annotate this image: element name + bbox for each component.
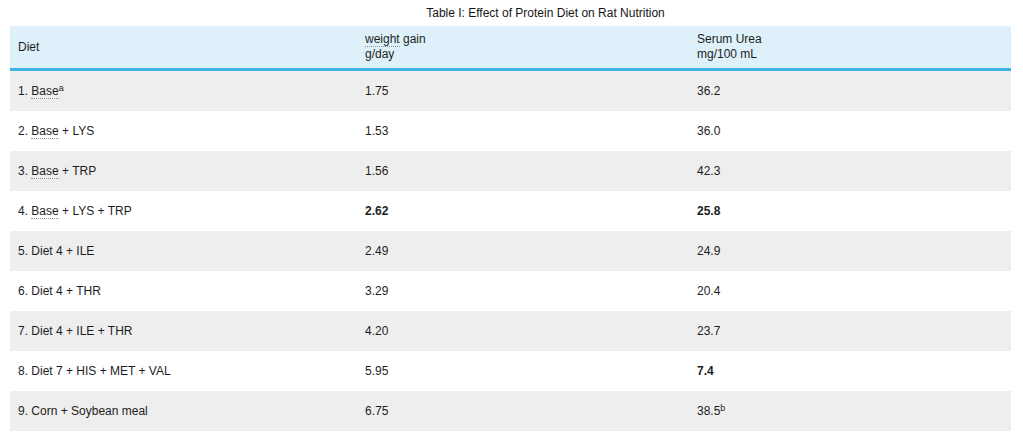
diet-base-word: Base bbox=[31, 84, 58, 99]
table-row-8: 8. Diet 7 + HIS + MET + VAL 5.95 7.4 bbox=[10, 351, 1011, 391]
serum-urea-cell: 36.2 bbox=[689, 84, 1011, 98]
diet-cell: 4. Base + LYS + TRP bbox=[10, 204, 357, 218]
table-row-2: 2. Base + LYS 1.53 36.0 bbox=[10, 111, 1011, 151]
table-row-4: 4. Base + LYS + TRP 2.62 25.8 bbox=[10, 191, 1011, 231]
table-row-9: 9. Corn + Soybean meal 6.75 38.5b bbox=[10, 391, 1011, 431]
weight-gain-cell: 3.29 bbox=[357, 284, 689, 298]
serum-urea-cell: 42.3 bbox=[689, 164, 1011, 178]
diet-rest: + LYS + TRP bbox=[59, 204, 132, 218]
serum-urea-cell: 7.4 bbox=[689, 364, 1011, 378]
diet-cell: 1. Basea bbox=[10, 84, 357, 98]
serum-urea-cell: 36.0 bbox=[689, 124, 1011, 138]
footnote-marker-b: b bbox=[720, 403, 725, 413]
table-row-6: 6. Diet 4 + THR 3.29 20.4 bbox=[10, 271, 1011, 311]
serum-urea-value: 38.5 bbox=[697, 404, 720, 418]
diet-cell: 8. Diet 7 + HIS + MET + VAL bbox=[10, 364, 357, 378]
diet-cell: 6. Diet 4 + THR bbox=[10, 284, 357, 298]
serum-urea-cell: 24.9 bbox=[689, 244, 1011, 258]
diet-number: 4. bbox=[18, 204, 31, 218]
footnote-marker-a: a bbox=[59, 83, 64, 93]
diet-cell: 3. Base + TRP bbox=[10, 164, 357, 178]
column-header-weight-gain: weight gain g/day bbox=[357, 32, 689, 62]
table-title: Table I: Effect of Protein Diet on Rat N… bbox=[34, 0, 1023, 26]
column-header-serum-urea: Serum Urea mg/100 mL bbox=[689, 32, 1011, 62]
diet-number: 2. bbox=[18, 124, 31, 138]
weight-underlined-word: weight bbox=[365, 32, 400, 47]
weight-gain-header-line1: weight gain bbox=[365, 32, 689, 47]
table-row-5: 5. Diet 4 + ILE 2.49 24.9 bbox=[10, 231, 1011, 271]
table-row-1: 1. Basea 1.75 36.2 bbox=[10, 71, 1011, 111]
table-row-3: 3. Base + TRP 1.56 42.3 bbox=[10, 151, 1011, 191]
diet-base-word: Base bbox=[31, 164, 58, 179]
diet-rest: + TRP bbox=[59, 164, 96, 178]
weight-gain-cell: 5.95 bbox=[357, 364, 689, 378]
weight-gain-cell: 1.75 bbox=[357, 84, 689, 98]
diet-number: 3. bbox=[18, 164, 31, 178]
weight-gain-cell: 2.49 bbox=[357, 244, 689, 258]
serum-urea-header-line1: Serum Urea bbox=[697, 32, 1011, 47]
protein-diet-table: Diet weight gain g/day Serum Urea mg/100… bbox=[10, 26, 1011, 431]
weight-gain-cell: 2.62 bbox=[357, 204, 689, 218]
diet-rest: + LYS bbox=[59, 124, 94, 138]
weight-gain-cell: 1.56 bbox=[357, 164, 689, 178]
diet-base-word: Base bbox=[31, 124, 58, 139]
weight-gain-header-line2: g/day bbox=[365, 47, 689, 62]
weight-gain-cell: 6.75 bbox=[357, 404, 689, 418]
serum-urea-header-line2: mg/100 mL bbox=[697, 47, 1011, 62]
weight-gain-cell: 1.53 bbox=[357, 124, 689, 138]
table-row-7: 7. Diet 4 + ILE + THR 4.20 23.7 bbox=[10, 311, 1011, 351]
diet-cell: 9. Corn + Soybean meal bbox=[10, 404, 357, 418]
diet-number: 1. bbox=[18, 84, 31, 98]
table-header-row: Diet weight gain g/day Serum Urea mg/100… bbox=[10, 26, 1011, 71]
diet-base-word: Base bbox=[31, 204, 58, 219]
diet-cell: 2. Base + LYS bbox=[10, 124, 357, 138]
serum-urea-cell: 38.5b bbox=[689, 404, 1011, 418]
diet-cell: 5. Diet 4 + ILE bbox=[10, 244, 357, 258]
column-header-diet: Diet bbox=[10, 40, 357, 55]
weight-header-rest: gain bbox=[400, 32, 426, 46]
serum-urea-cell: 23.7 bbox=[689, 324, 1011, 338]
serum-urea-cell: 25.8 bbox=[689, 204, 1011, 218]
diet-cell: 7. Diet 4 + ILE + THR bbox=[10, 324, 357, 338]
serum-urea-cell: 20.4 bbox=[689, 284, 1011, 298]
weight-gain-cell: 4.20 bbox=[357, 324, 689, 338]
